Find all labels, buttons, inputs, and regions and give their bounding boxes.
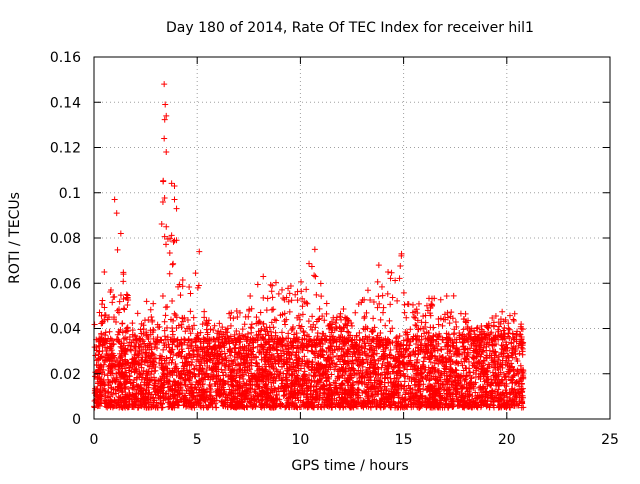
- chart-title: Day 180 of 2014, Rate Of TEC Index for r…: [166, 20, 534, 36]
